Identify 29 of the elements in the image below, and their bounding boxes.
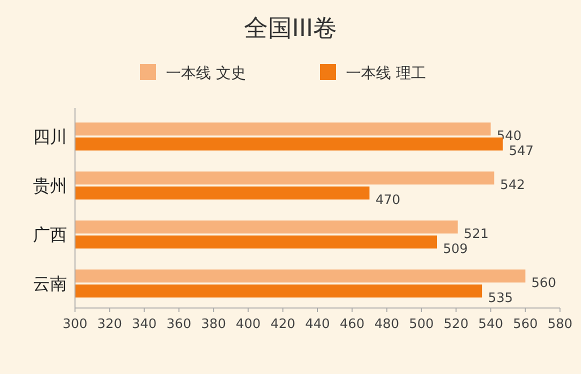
x-tick-label: 340	[132, 317, 157, 332]
x-tick-label: 420	[270, 317, 296, 332]
data-label: 542	[500, 178, 526, 193]
data-label: 521	[464, 227, 489, 242]
y-tick-label: 云南	[33, 274, 67, 294]
data-label: 560	[531, 276, 556, 291]
y-tick-label: 贵州	[33, 176, 67, 196]
x-tick-label: 460	[340, 317, 365, 332]
x-tick-label: 580	[548, 317, 572, 332]
data-label: 470	[375, 193, 400, 208]
x-tick-label: 560	[512, 317, 538, 332]
x-tick-label: 440	[305, 317, 330, 332]
x-tick-label: 400	[236, 317, 261, 332]
x-tick-label: 320	[97, 317, 122, 332]
y-tick-label: 广西	[33, 226, 67, 246]
legend-label: 一本线 文史	[166, 64, 246, 82]
x-tick-label: 300	[62, 317, 88, 332]
chart-title: 全国III卷	[244, 14, 338, 42]
y-tick-label: 四川	[33, 128, 67, 148]
data-label: 547	[508, 144, 534, 159]
x-tick-label: 520	[444, 317, 468, 332]
data-label: 509	[443, 242, 468, 257]
x-tick-label: 480	[374, 317, 400, 332]
x-tick-label: 540	[478, 317, 504, 332]
x-tick-label: 360	[166, 317, 192, 332]
legend-label: 一本线 理工	[346, 64, 426, 82]
data-label: 535	[488, 291, 513, 306]
x-tick-label: 500	[409, 317, 434, 332]
x-tick-label: 380	[201, 317, 226, 332]
